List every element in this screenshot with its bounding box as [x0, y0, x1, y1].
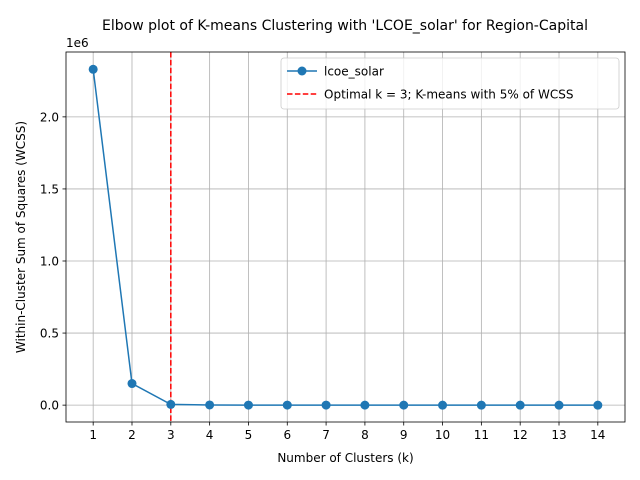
x-tick-label: 14: [590, 428, 605, 442]
y-offset-label: 1e6: [66, 36, 89, 50]
x-axis: 1 2 3 4 5 6 7 8 9 10 11 12 13 14: [89, 422, 605, 442]
y-axis-label: Within-Cluster Sum of Squares (WCSS): [14, 121, 28, 353]
y-tick-label: 1.0: [40, 254, 59, 268]
legend-label-series: lcoe_solar: [324, 65, 384, 79]
data-point: [321, 400, 331, 410]
data-point: [205, 400, 215, 410]
data-point: [476, 400, 486, 410]
x-tick-label: 4: [206, 428, 214, 442]
y-axis: 0.0 0.5 1.0 1.5 2.0: [40, 110, 66, 413]
x-tick-label: 5: [245, 428, 253, 442]
legend: lcoe_solar Optimal k = 3; K-means with 5…: [280, 57, 620, 110]
series-line: [92, 69, 598, 406]
grid-layer: [66, 52, 625, 422]
y-tick-label: 2.0: [40, 110, 59, 124]
data-point: [515, 400, 525, 410]
data-point: [282, 400, 292, 410]
data-point: [438, 400, 448, 410]
data-point: [127, 379, 137, 389]
x-tick-label: 10: [435, 428, 450, 442]
chart-title: Elbow plot of K-means Clustering with 'L…: [102, 18, 588, 34]
data-point: [360, 400, 370, 410]
x-tick-label: 2: [128, 428, 136, 442]
x-tick-label: 8: [361, 428, 369, 442]
x-axis-label: Number of Clusters (k): [277, 451, 413, 465]
x-tick-label: 3: [167, 428, 175, 442]
legend-marker-series: [297, 66, 307, 76]
data-point: [166, 399, 176, 409]
x-tick-label: 6: [283, 428, 291, 442]
data-point: [88, 64, 98, 74]
plot-area-frame: [65, 51, 626, 423]
y-tick-label: 0.5: [40, 327, 59, 341]
x-tick-label: 9: [400, 428, 408, 442]
data-point: [399, 400, 409, 410]
x-tick-label: 13: [551, 428, 566, 442]
x-tick-label: 11: [474, 428, 489, 442]
x-tick-label: 12: [513, 428, 528, 442]
data-point: [593, 400, 603, 410]
series-layer: [88, 64, 603, 410]
legend-box: [280, 57, 620, 110]
x-tick-label: 7: [322, 428, 330, 442]
data-point: [243, 400, 253, 410]
data-point: [554, 400, 564, 410]
y-tick-label: 1.5: [40, 182, 59, 196]
legend-label-optimal-k: Optimal k = 3; K-means with 5% of WCSS: [324, 88, 573, 102]
y-tick-label: 0.0: [40, 399, 59, 413]
x-tick-label: 1: [89, 428, 97, 442]
